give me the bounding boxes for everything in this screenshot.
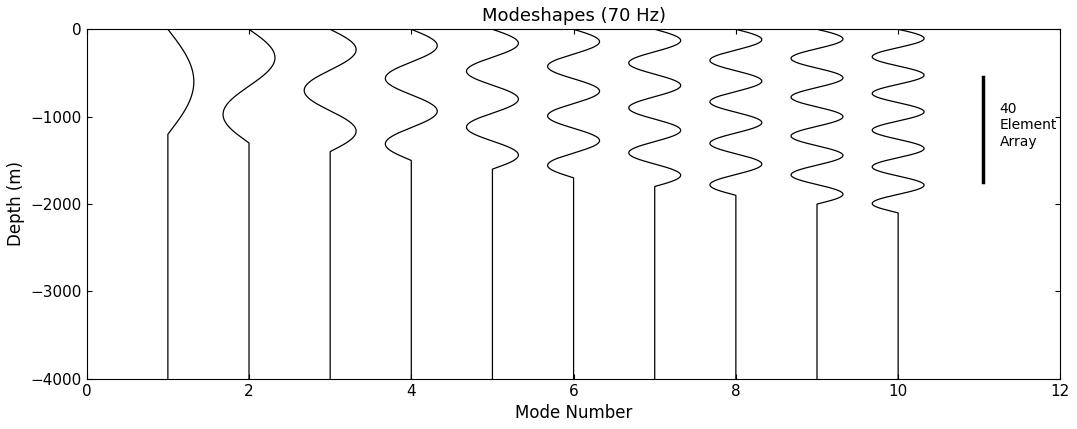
Title: Modeshapes (70 Hz): Modeshapes (70 Hz) bbox=[481, 7, 666, 25]
Text: 40
Element
Array: 40 Element Array bbox=[999, 102, 1057, 148]
X-axis label: Mode Number: Mode Number bbox=[515, 404, 632, 422]
Y-axis label: Depth (m): Depth (m) bbox=[6, 161, 25, 246]
